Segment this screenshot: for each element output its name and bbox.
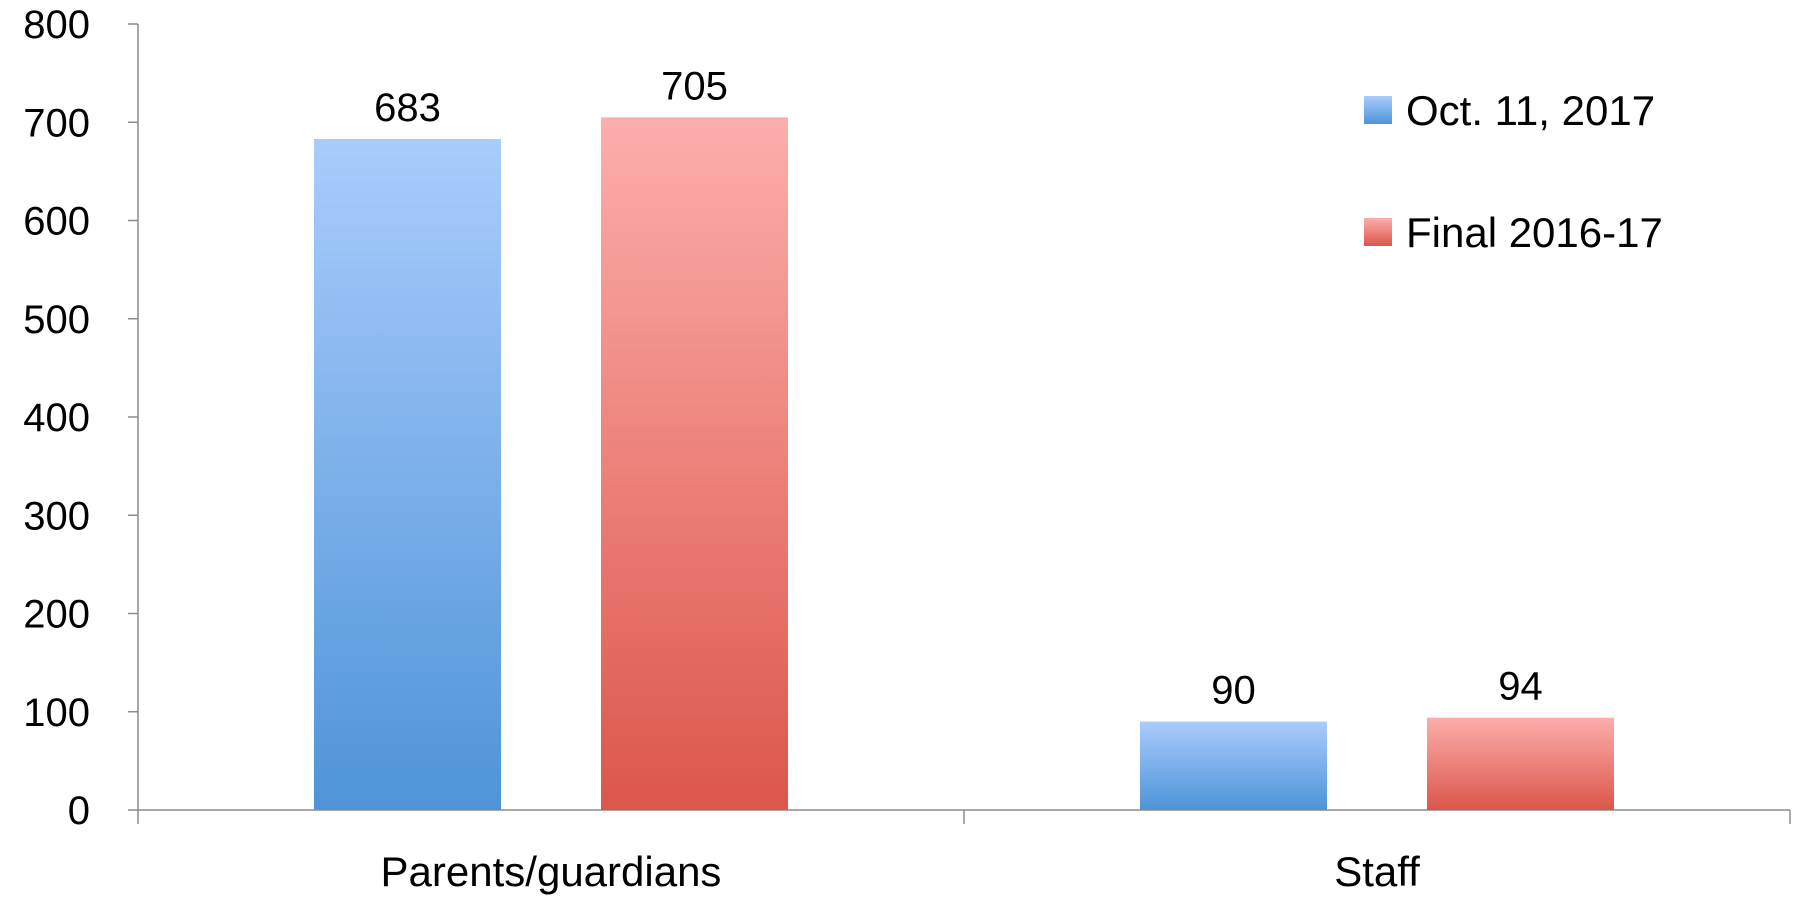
x-category-label: Staff: [1334, 848, 1420, 895]
y-tick-label: 200: [23, 593, 90, 637]
bar-oct-11-2017-parents-guardians: [314, 138, 501, 810]
y-tick-label: 700: [23, 101, 90, 145]
bar-final-2016-17-parents-guardians: [601, 117, 788, 810]
legend-label: Oct. 11, 2017: [1406, 87, 1655, 134]
axes: 0 100 200 300 400 500 600 700 800: [23, 3, 1791, 833]
labels: 683 705 Parents/guardians 90 94 Staff: [374, 64, 1543, 895]
data-label: 94: [1498, 665, 1543, 709]
data-label: 90: [1211, 669, 1256, 713]
data-label: 705: [661, 64, 728, 108]
bar-oct-11-2017-staff: [1140, 721, 1327, 810]
bar-final-2016-17-staff: [1427, 717, 1614, 810]
bars: [314, 117, 1614, 810]
y-tick-label: 800: [23, 3, 90, 47]
legend: Oct. 11, 2017 Final 2016-17: [1364, 87, 1663, 256]
y-tick-label: 300: [23, 494, 90, 538]
y-tick-label: 400: [23, 396, 90, 440]
data-label: 683: [374, 86, 441, 130]
legend-swatch: [1364, 96, 1392, 124]
legend-swatch: [1364, 218, 1392, 246]
y-tick-label: 0: [68, 789, 90, 833]
legend-label: Final 2016-17: [1406, 209, 1663, 256]
y-tick-label: 600: [23, 200, 90, 244]
y-tick-label: 500: [23, 298, 90, 342]
y-tick-label: 100: [23, 691, 90, 735]
x-category-label: Parents/guardians: [381, 848, 722, 895]
